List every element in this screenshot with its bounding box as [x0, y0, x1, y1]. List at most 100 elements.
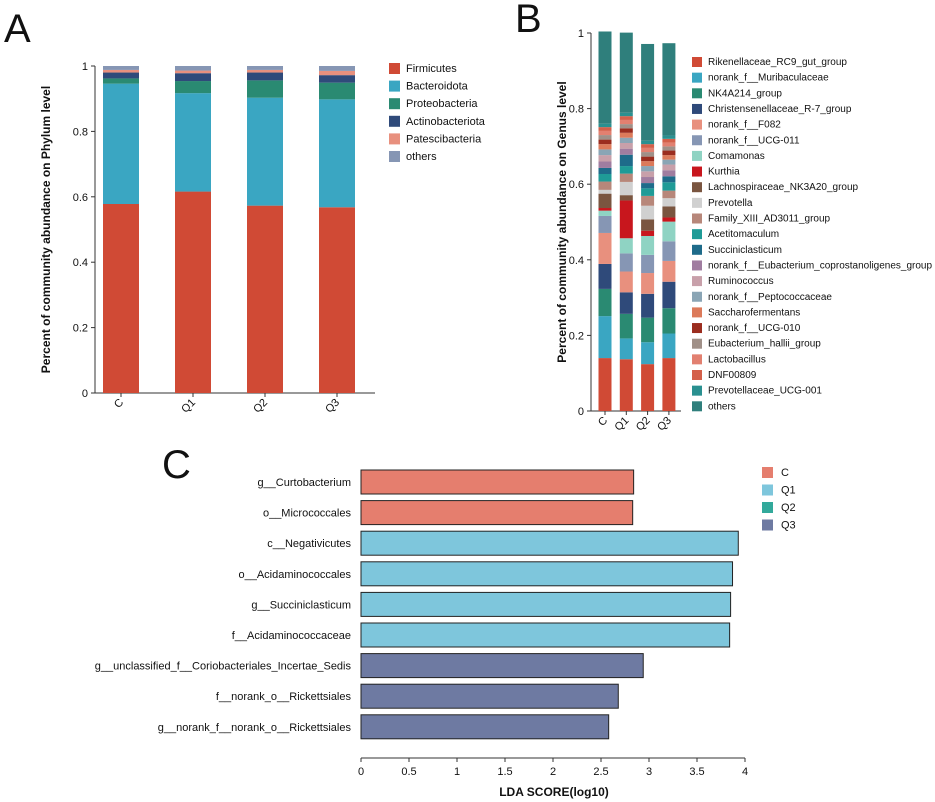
panel-b-genus-chart: 0 0.2 0.4 0.6 0.8 1 Percent of community abund…	[555, 28, 932, 434]
legend-swatch	[692, 119, 702, 130]
x-tick-label: Q2	[251, 397, 270, 416]
bar-segment-norank-f-peptococcaceae	[641, 166, 655, 172]
bar-segment-lactobacillus	[619, 119, 633, 125]
x-tick-label: Q1	[179, 397, 198, 416]
bar-segment-norank-f-eubacterium-coprostanoligenes-group	[641, 177, 655, 184]
x-tick-label: 0.5	[401, 766, 416, 778]
bar-segment-firmicutes	[319, 207, 355, 393]
bar-segment-norank-f-muribaculaceae	[619, 338, 633, 360]
lda-bar-label: f__norank_o__Rickettsiales	[216, 691, 352, 703]
legend-label: Family_XIII_AD3011_group	[708, 214, 831, 225]
lda-bar-label: g__Curtobacterium	[257, 477, 351, 489]
bar-segment-prevotella	[641, 205, 655, 220]
bar-segment-saccharofermentans	[619, 132, 633, 138]
bar-segment-bacteroidota	[247, 97, 283, 206]
legend-label: Succiniclasticum	[708, 245, 782, 256]
bar-segment-actinobacteriota	[103, 72, 139, 79]
legend-label: Prevotellaceae_UCG-001	[708, 386, 822, 397]
legend-label: norank_f__UCG-010	[708, 323, 801, 334]
bar-segment-firmicutes	[247, 205, 283, 393]
lda-bar	[360, 500, 634, 526]
legend-swatch	[389, 63, 400, 74]
bar-segment-bacteroidota	[319, 99, 355, 208]
y-tick-label: 0.6	[569, 179, 584, 191]
legend-label: norank_f__Muribaculaceae	[708, 73, 829, 84]
y-tick-label: 0.2	[73, 323, 88, 335]
legend-swatch	[692, 166, 702, 177]
legend-swatch	[389, 115, 400, 127]
bar-segment-nk4a214-group	[641, 317, 655, 343]
panel-c-lda-chart: g__Curtobacterium o__Micrococcales c__Nega…	[95, 467, 796, 799]
bar-segment-rikenellaceae-rc9-gut-group	[619, 359, 633, 411]
bar-segment-norank-f-ucg-011	[619, 253, 633, 272]
bar-segment-lachnospiraceae-nk3a20-group	[619, 195, 633, 201]
bar-segment-kurthia	[619, 200, 633, 239]
bar-segment-eubacterium-hallii-group	[619, 124, 633, 129]
bar-segment-norank-f-muribaculaceae	[641, 342, 655, 365]
bar-segment-norank-f-f082	[598, 232, 612, 264]
x-tick-label: 1.5	[497, 766, 512, 778]
y-tick-label: 0.8	[73, 126, 88, 138]
bar-segment-others	[619, 32, 633, 113]
bar-segment-norank-f-muribaculaceae	[598, 316, 612, 359]
legend-label: norank_f__F082	[708, 120, 781, 131]
lda-bar-label: g__Succiniclasticum	[251, 599, 351, 611]
bar-segment-rikenellaceae-rc9-gut-group	[598, 358, 612, 411]
bar-segment-comamonas	[662, 221, 676, 242]
legend-swatch	[692, 370, 702, 380]
bar-segment-norank-f-ucg-011	[641, 254, 655, 274]
bar-segment-norank-f-muribaculaceae	[662, 333, 676, 359]
bar-segment-kurthia	[641, 230, 655, 236]
bar-segment-others	[175, 66, 211, 71]
x-tick-label: 3.5	[689, 766, 704, 778]
bar-segment-norank-f-f082	[662, 260, 676, 282]
bar-segment-christensenellaceae-r-7-group	[641, 293, 655, 318]
bar-segment-nk4a214-group	[598, 288, 612, 317]
bar-segment-bacteroidota	[175, 93, 211, 192]
x-tick-label: 2.5	[593, 766, 608, 778]
legend-swatch	[692, 213, 702, 224]
legend-label: Ruminococcus	[708, 276, 774, 287]
bar-segment-actinobacteriota	[247, 72, 283, 81]
bar-segment-norank-f-ucg-010	[598, 139, 612, 145]
lda-bar-label: g__unclassified_f__Coriobacteriales_Ince…	[95, 661, 352, 673]
lda-bar-label: o__Micrococcales	[263, 508, 352, 520]
legend-swatch	[762, 502, 773, 513]
y-axis-title: Percent of community abundance on Phylum…	[39, 86, 53, 373]
bar-segment-proteobacteria	[175, 81, 211, 94]
panel-letter-a: A	[4, 7, 31, 51]
bar-segment-others	[247, 66, 283, 70]
x-tick-label: C	[596, 415, 610, 429]
y-tick-label: 0.4	[569, 255, 584, 267]
y-tick-label: 0.4	[73, 257, 88, 269]
bar-segment-prevotellaceae-ucg-001	[598, 123, 612, 128]
lda-bar	[360, 469, 635, 495]
lda-bar	[360, 530, 739, 556]
legend-label: Q3	[781, 520, 796, 532]
legend-label: Lactobacillus	[708, 354, 766, 365]
bar-segment-others	[598, 31, 612, 124]
bar-segment-family-xiii-ad3011-group	[619, 173, 633, 182]
legend-swatch	[692, 244, 702, 255]
bar-segment-kurthia	[662, 217, 676, 222]
bar-segment-lachnospiraceae-nk3a20-group	[598, 193, 612, 209]
legend-label: NK4A214_group	[708, 88, 782, 99]
x-tick-label: C	[112, 397, 126, 411]
bar-segment-succiniclasticum	[598, 167, 612, 174]
bar-segment-others	[103, 66, 139, 70]
bar-segment-bacteroidota	[103, 83, 139, 204]
legend-swatch	[762, 519, 773, 531]
legend-swatch	[692, 323, 702, 334]
legend-label: DNF00809	[708, 370, 757, 381]
x-tick-label: Q3	[323, 397, 342, 416]
bar-segment-norank-f-f082	[619, 271, 633, 293]
lda-bar	[360, 591, 732, 617]
legend-label: C	[781, 467, 789, 479]
bar-segment-patescibacteria	[103, 69, 139, 73]
legend-swatch	[692, 291, 702, 302]
legend-label: others	[708, 401, 736, 412]
bar-segment-prevotella	[598, 189, 612, 194]
legend-swatch	[692, 57, 702, 67]
legend-label: Lachnospiraceae_NK3A20_group	[708, 182, 859, 193]
legend-swatch	[692, 401, 702, 412]
